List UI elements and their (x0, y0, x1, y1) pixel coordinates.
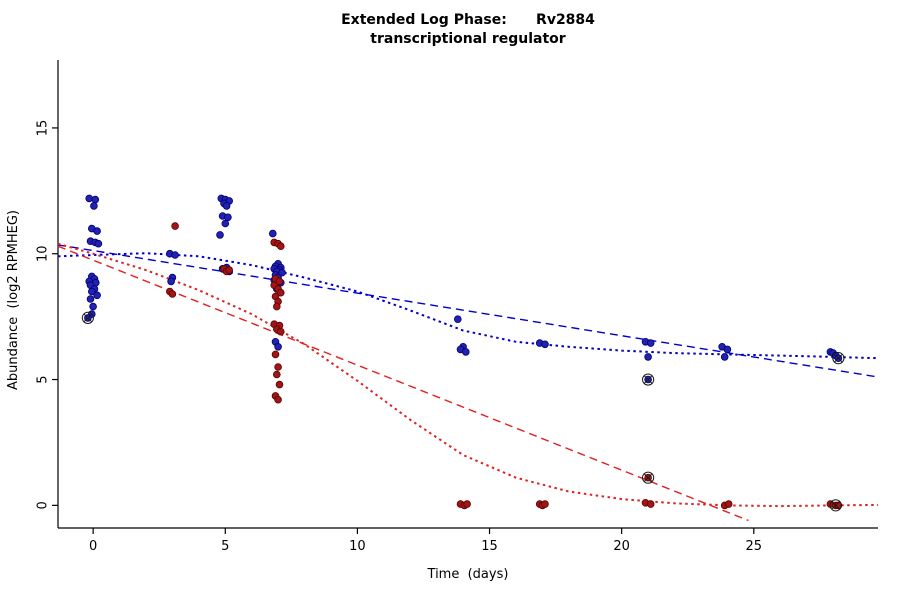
data-point (275, 380, 284, 389)
blue-spline-fit-path (57, 252, 879, 360)
circle-x-marker-icon (829, 499, 842, 512)
data-point (93, 291, 101, 300)
blue-linear-fit (57, 244, 879, 378)
data-point (453, 315, 462, 324)
data-point (646, 339, 655, 347)
circle-x-marker-icon (81, 311, 94, 325)
data-point (94, 239, 103, 248)
data-point (225, 266, 234, 274)
x-tick-label: 0 (89, 539, 97, 554)
data-point (724, 500, 733, 508)
red-spline-fit-path (57, 242, 879, 508)
data-point (221, 219, 230, 228)
data-point (271, 350, 280, 359)
data-point (222, 202, 231, 210)
data-point (88, 287, 96, 296)
data-point (224, 213, 232, 222)
blue-linear-fit-path (57, 244, 879, 378)
data-point (91, 195, 100, 204)
data-point (93, 227, 101, 235)
circle-x-marker-icon (641, 471, 655, 484)
y-tick-label: 15 (36, 120, 51, 137)
data-point (268, 229, 277, 238)
data-point (272, 302, 281, 311)
data-point (274, 363, 282, 371)
data-point (723, 345, 732, 354)
data-point (278, 268, 286, 277)
data-point (274, 342, 282, 351)
y-tick-label: 5 (36, 375, 51, 383)
data-point (167, 277, 175, 286)
red-spline-fit (57, 242, 879, 508)
data-point (85, 194, 93, 203)
data-point (274, 395, 282, 404)
data-point (541, 340, 549, 349)
data-point (276, 288, 285, 297)
x-tick-label: 15 (481, 539, 498, 554)
circle-x-marker-icon (832, 352, 845, 365)
data-point (171, 222, 179, 230)
data-point (86, 295, 95, 303)
chart-subtitle: transcriptional regulator (370, 31, 566, 47)
data-point (171, 251, 179, 259)
data-point (463, 500, 471, 508)
data-point (276, 242, 285, 251)
x-tick-label: 25 (746, 539, 763, 554)
data-point (275, 277, 284, 286)
data-point (272, 370, 281, 379)
circle-x-marker-icon (641, 373, 655, 386)
chart-title: Extended Log Phase: Rv2884 (341, 12, 595, 28)
y-tick-label: 10 (36, 245, 51, 262)
x-tick-label: 10 (349, 539, 366, 554)
data-point (541, 500, 549, 508)
x-tick-label: 20 (613, 539, 630, 554)
data-point (720, 353, 729, 361)
data-point (90, 202, 98, 210)
data-point (276, 327, 285, 336)
data-point (646, 500, 655, 508)
blue-samples (84, 194, 843, 384)
data-point (168, 290, 177, 298)
data-point (461, 348, 470, 356)
data-point (89, 302, 97, 311)
axes: 0 5 10 15 20 25 0 5 10 15 (36, 60, 878, 554)
red-samples (166, 222, 843, 510)
data-point (644, 353, 652, 361)
data-point (216, 231, 224, 239)
blue-spline-fit (57, 252, 879, 360)
y-tick-label: 0 (36, 501, 51, 509)
x-axis-title: Time (days) (427, 567, 509, 582)
x-tick-label: 5 (221, 539, 229, 554)
flagged-point-markers (81, 311, 845, 512)
